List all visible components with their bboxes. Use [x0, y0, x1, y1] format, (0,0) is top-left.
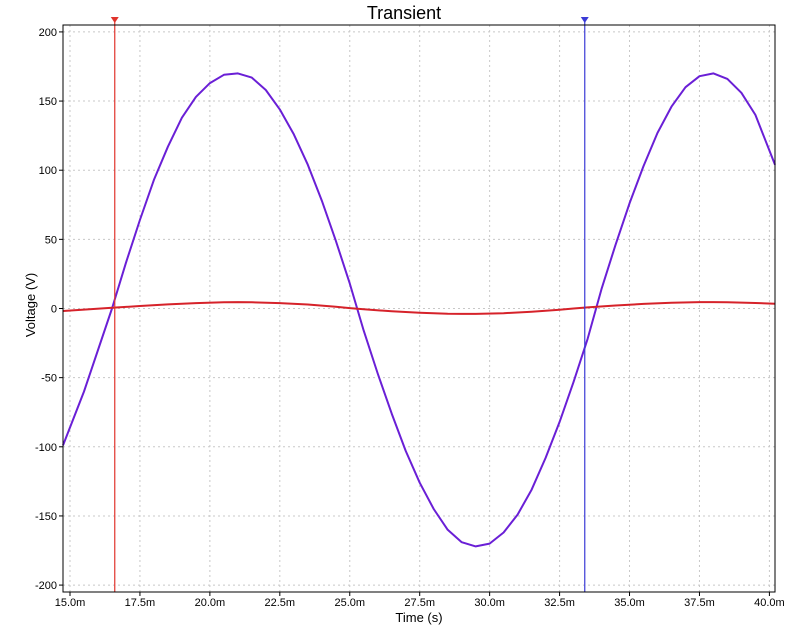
chart-title: Transient: [367, 3, 441, 23]
cursor-layer: [110, 17, 589, 592]
x-tick-label: 27.5m: [404, 597, 435, 609]
x-tick-label: 32.5m: [544, 597, 575, 609]
y-tick-label: -50: [41, 373, 57, 385]
x-tick-label: 25.0m: [334, 597, 365, 609]
y-axis-label: Voltage (V): [23, 273, 38, 337]
x-tick-label: 15.0m: [55, 597, 86, 609]
y-tick-label: 150: [39, 96, 57, 108]
y-tick-label: 0: [51, 304, 57, 316]
y-tick-label: 50: [45, 234, 57, 246]
y-tick-label: -200: [35, 580, 57, 592]
y-tick-label: 200: [39, 27, 57, 39]
y-tick-label: 100: [39, 165, 57, 177]
series-line-1: [62, 72, 776, 548]
x-tick-label: 37.5m: [684, 597, 715, 609]
x-axis-label: Time (s): [395, 610, 442, 625]
tick-labels: 15.0m 17.5m 20.0m 22.5m 25.0m 27.5m 30.0m 32.5m…: [35, 27, 785, 609]
x-tick-label: 30.0m: [474, 597, 505, 609]
series-layer: [62, 72, 776, 548]
y-tick-label: -100: [35, 442, 57, 454]
plot-frame: [62, 24, 776, 593]
cursor-marker-2: [580, 17, 589, 23]
x-tick-label: 17.5m: [125, 597, 156, 609]
y-tick-label: -150: [35, 511, 57, 523]
x-tick-label: 40.0m: [754, 597, 785, 609]
x-tick-label: 22.5m: [265, 597, 296, 609]
series-line-2: [62, 301, 776, 315]
cursor-marker-1: [110, 17, 119, 23]
x-tick-label: 35.0m: [614, 597, 645, 609]
grid-layer: [63, 25, 775, 592]
x-tick-label: 20.0m: [195, 597, 226, 609]
